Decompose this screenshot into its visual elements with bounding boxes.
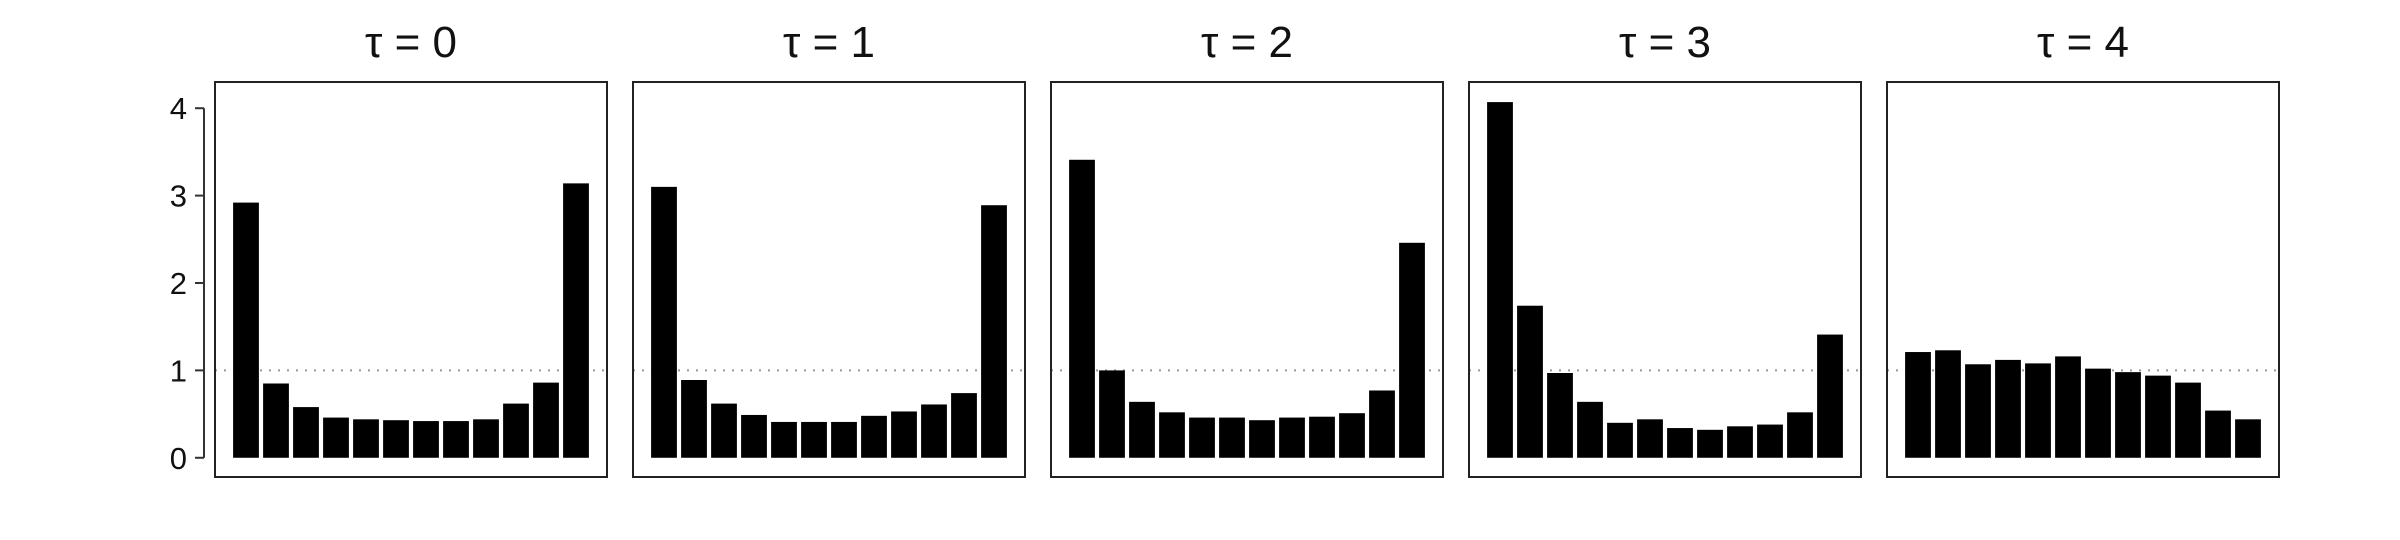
panel-border (1886, 81, 2280, 478)
bar (2175, 382, 2201, 458)
bar (1249, 420, 1275, 458)
bar (1399, 242, 1425, 458)
bar (951, 393, 977, 458)
bar (1697, 429, 1723, 458)
panel-0: τ = 0 (214, 18, 608, 478)
bar (1219, 417, 1245, 458)
y-tick-label: 2 (170, 266, 187, 301)
bar (1667, 428, 1693, 458)
bar (1369, 390, 1395, 458)
panel-border (1050, 81, 1444, 478)
bar (1159, 412, 1185, 458)
bar (1517, 305, 1543, 458)
bar (473, 419, 499, 458)
bar (1189, 417, 1215, 458)
bar (861, 415, 887, 458)
panel-title: τ = 1 (783, 18, 875, 67)
bar (2055, 356, 2081, 458)
bar (2205, 410, 2231, 458)
bar (503, 403, 529, 458)
bar (1817, 334, 1843, 458)
panel-title: τ = 0 (365, 18, 457, 67)
bar (1965, 364, 1991, 458)
panel-title: τ = 2 (1201, 18, 1293, 67)
panel-title: τ = 3 (1619, 18, 1711, 67)
y-tick-label: 4 (170, 91, 187, 126)
bar (443, 421, 469, 458)
bar (263, 383, 289, 458)
panel-border (214, 81, 608, 478)
panel-title: τ = 4 (2037, 18, 2129, 67)
bar (1069, 159, 1095, 458)
y-tick-label: 1 (170, 353, 187, 388)
panel-border (1468, 81, 1862, 478)
bar (1905, 352, 1931, 458)
bar (2145, 375, 2171, 458)
bar (831, 421, 857, 458)
bar (651, 186, 677, 458)
bar (801, 421, 827, 458)
bar (891, 411, 917, 458)
bar (1547, 373, 1573, 458)
bar (1279, 417, 1305, 458)
bar (1787, 412, 1813, 458)
bar (981, 205, 1007, 458)
bar (741, 414, 767, 458)
bar (1309, 416, 1335, 458)
bar (1577, 401, 1603, 458)
bar (353, 419, 379, 458)
bar (681, 379, 707, 458)
bar (1099, 370, 1125, 458)
bar (1935, 350, 1961, 458)
bar (2085, 368, 2111, 458)
bar (1339, 413, 1365, 458)
bar (2025, 363, 2051, 458)
bar (1995, 359, 2021, 458)
bar (1607, 422, 1633, 458)
bar (293, 407, 319, 458)
bar (1727, 426, 1753, 458)
bar (2235, 419, 2261, 458)
panel-2: τ = 2 (1050, 18, 1444, 478)
bar (921, 404, 947, 458)
bar (563, 183, 589, 458)
bar (533, 382, 559, 458)
panel-1: τ = 1 (632, 18, 1026, 478)
bar (413, 421, 439, 458)
bar (2115, 372, 2141, 458)
bar (771, 421, 797, 458)
bar (383, 420, 409, 458)
bar (711, 403, 737, 458)
bar (1637, 419, 1663, 458)
y-tick-label: 3 (170, 179, 187, 214)
bar (323, 417, 349, 458)
panel-border (632, 81, 1026, 478)
panel-3: τ = 3 (1468, 18, 1862, 478)
y-tick-label: 0 (170, 441, 187, 476)
bar (233, 202, 259, 458)
bar (1129, 401, 1155, 458)
panel-4: τ = 4 (1886, 18, 2280, 478)
bar (1757, 424, 1783, 458)
bar (1487, 102, 1513, 458)
